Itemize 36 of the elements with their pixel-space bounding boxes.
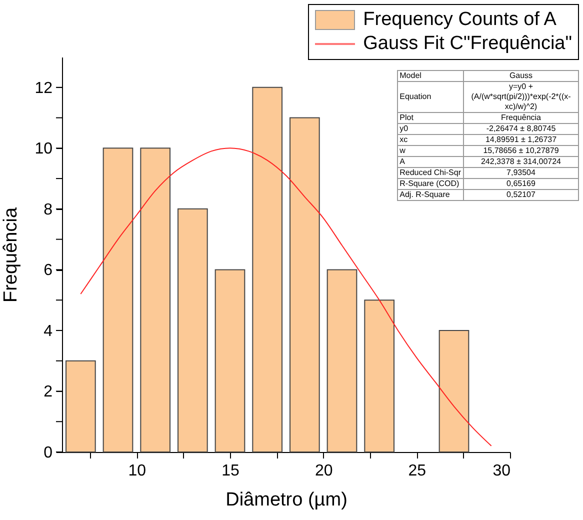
- y-tick-label: 10: [34, 140, 53, 158]
- annotation: y0: [397, 124, 464, 134]
- annotation: w: [397, 146, 464, 156]
- annotation: 7,93504: [464, 168, 578, 178]
- annotation: A: [397, 156, 464, 168]
- x-tick-label: 20: [314, 462, 333, 480]
- annotation: R-Square (COD): [397, 178, 464, 190]
- annotation: y=y0 + (A/(w*sqrt(pi/2)))*exp(-2*((x-xc)/w)^2): [464, 82, 578, 112]
- annotation: 15,78656 ± 10,27879: [464, 146, 578, 156]
- annotation: 0,65169: [464, 178, 578, 190]
- annotation: 242,3378 ± 314,00724: [464, 156, 578, 168]
- x-tick-label: 15: [222, 462, 240, 480]
- annotation: Equation: [397, 82, 464, 112]
- y-axis-title: Frequência: [0, 207, 22, 303]
- annotation: -2,26474 ± 8,80745: [464, 124, 578, 134]
- annotation: Gauss: [464, 70, 578, 82]
- x-axis-title: Diâmetro (µm): [226, 490, 348, 510]
- y-tick-label: 6: [44, 262, 53, 280]
- legend-label: Frequency Counts of A: [363, 8, 556, 32]
- annotation: Adj. R-Square: [397, 190, 464, 200]
- y-tick-label: 4: [44, 322, 53, 340]
- legend-label: Gauss Fit C"Frequência": [363, 32, 572, 56]
- x-tick-label: 25: [408, 462, 426, 480]
- annotation: Reduced Chi-Sqr: [397, 168, 464, 178]
- annotation: 0,52107: [464, 190, 578, 200]
- annotation: Plot: [397, 112, 464, 124]
- annotation: Model: [397, 70, 464, 82]
- y-tick-label: 0: [44, 444, 53, 462]
- y-tick-label: 8: [44, 201, 53, 218]
- x-tick-label: 10: [128, 462, 146, 480]
- y-tick-label: 12: [34, 80, 53, 97]
- x-tick-label: 30: [492, 462, 511, 480]
- annotation: 14,89591 ± 1,26737: [464, 134, 578, 146]
- annotation: xc: [397, 134, 464, 146]
- annotation: Frequência: [464, 112, 578, 124]
- y-tick-label: 2: [44, 384, 53, 401]
